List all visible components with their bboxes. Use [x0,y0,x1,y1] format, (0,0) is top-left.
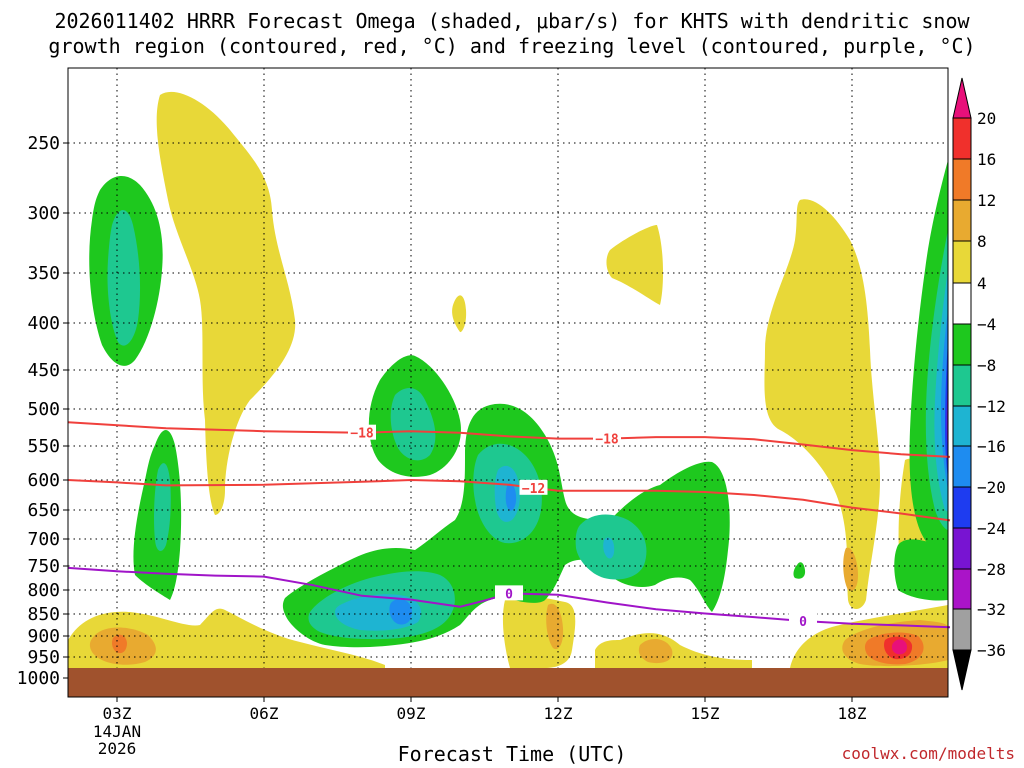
y-tick-label: 250 [27,133,60,154]
contour-label: 0 [799,615,807,630]
colorbar-cap-bottom [952,649,972,691]
colorbar-segment [952,445,972,488]
colorbar-segment [952,405,972,447]
colorbar-label: 12 [977,191,996,210]
y-tick-label: 1000 [17,668,60,689]
x-tick-label: 18Z [838,704,867,723]
colorbar-segment [952,323,972,366]
y-tick-label: 600 [27,470,60,491]
x-date-label: 14JAN [93,722,141,741]
contour-label-bg [519,479,548,495]
colorbar-label: −32 [977,600,1006,619]
colorbar-label: −16 [977,437,1006,456]
x-tick-label: 15Z [691,704,720,723]
omega-area-negative [793,562,806,579]
x-axis-label: Forecast Time (UTC) [397,742,627,766]
contour-label-bg [789,613,817,629]
colorbar-segment [952,158,972,201]
contour-label-bg [593,430,621,446]
y-tick-label: 950 [27,647,60,668]
colorbar-cap-top [952,77,972,119]
x-tick-label: 09Z [397,704,426,723]
chart-title-line-1: 2026011402 HRRR Forecast Omega (shaded, … [54,9,970,33]
omega-area-positive [843,547,858,591]
y-tick-label: 800 [27,580,60,601]
omega-area-positive [452,295,467,333]
omega-area-positive [638,638,673,664]
colorbar-segment [952,282,972,325]
colorbar-label: −24 [977,519,1006,538]
colorbar-segment [952,486,972,529]
plot-frame [67,67,949,698]
x-tick-label: 06Z [250,704,279,723]
y-tick-label: 900 [27,626,60,647]
x-date-label: 2026 [98,739,137,758]
y-tick-label: 400 [27,313,60,334]
omega-area-positive [595,633,752,668]
omega-area-negative [945,340,948,478]
credit-label[interactable]: coolwx.com/modelts [841,744,1015,763]
omega-area-negative [603,537,615,559]
colorbar-segment [952,199,972,242]
y-tick-label: 550 [27,436,60,457]
omega-area-positive [891,639,907,655]
colorbar: 20 16 12 8 4 −4 −8 −12 −16 −20 −24 −28 −32 −36 [952,77,1006,691]
colorbar-segment [952,568,972,610]
contour-label-bg [348,424,376,440]
omega-area-negative [894,539,948,601]
omega-area-negative [389,599,412,625]
colorbar-label: 16 [977,150,996,169]
omega-area-positive [606,225,664,305]
colorbar-label: −28 [977,560,1006,579]
omega-area-negative [390,388,436,461]
chart-title-line-2: growth region (contoured, red, °C) and f… [48,34,976,58]
omega-area-positive [112,634,127,654]
colorbar-segment [952,527,972,570]
colorbar-segment [952,117,972,160]
colorbar-segment [952,608,972,651]
contour-label-bg [495,585,523,601]
colorbar-label: −36 [977,641,1006,660]
y-tick-label: 450 [27,360,60,381]
colorbar-label: 8 [977,232,987,251]
x-tick-label: 12Z [544,704,573,723]
y-tick-label: 650 [27,500,60,521]
omega-area-positive [546,603,564,650]
y-tick-label: 850 [27,604,60,625]
colorbar-label: −20 [977,478,1006,497]
colorbar-segment [952,364,972,407]
colorbar-label: −4 [977,315,996,334]
contour-label: −18 [350,427,374,442]
x-tick-label: 03Z [103,704,132,723]
omega-area-positive [156,91,296,515]
colorbar-label: 20 [977,109,996,128]
colorbar-label: −8 [977,356,996,375]
colorbar-label: 4 [977,274,987,293]
y-tick-label: 300 [27,203,60,224]
omega-area-negative [107,210,141,346]
contour-lines: −18 −18 −12 0 0 [67,421,951,630]
ground-surface [68,668,948,697]
omega-area-positive [764,199,880,609]
y-tick-label: 350 [27,263,60,284]
colorbar-segment [952,240,972,284]
contour-label: −18 [595,433,619,448]
y-tick-label: 750 [27,556,60,577]
contour--18 [67,421,951,458]
colorbar-label: −12 [977,397,1006,416]
contour-label: 0 [505,587,513,602]
contour--12 [67,479,951,522]
omega-area-negative [505,483,517,511]
y-tick-label: 500 [27,399,60,420]
omega-shading [68,91,948,668]
contour-label: −12 [522,482,545,497]
y-axis: 2503003504004505005506006507007508008509… [17,133,68,689]
y-tick-label: 700 [27,529,60,550]
